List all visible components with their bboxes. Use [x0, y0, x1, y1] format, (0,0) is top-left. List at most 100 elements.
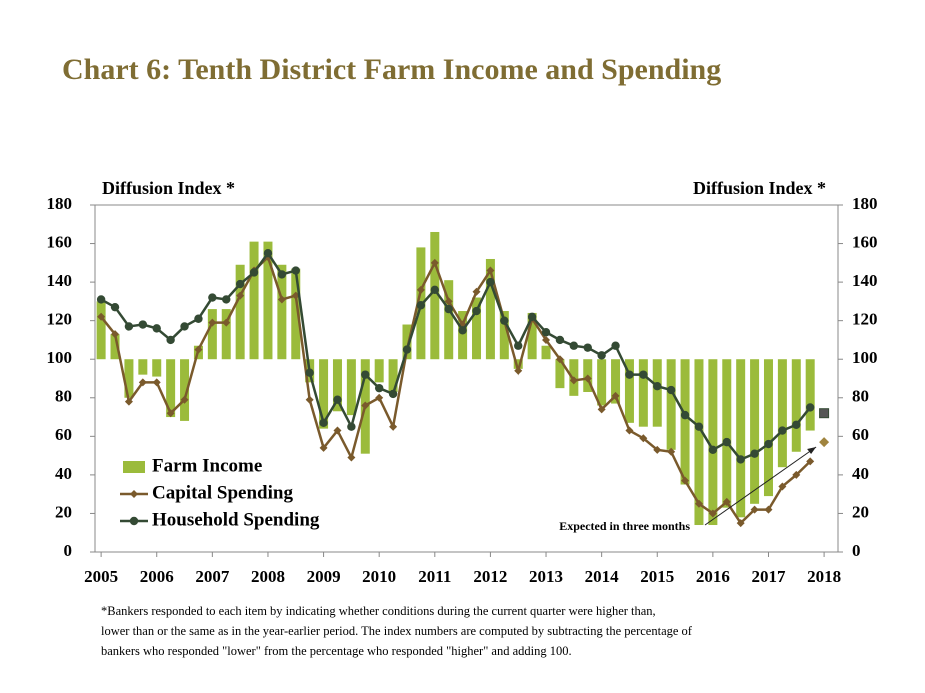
x-tick-label: 2015 [640, 567, 674, 586]
bar [138, 359, 148, 375]
bar [124, 359, 134, 398]
bar [791, 359, 801, 452]
bar [527, 312, 537, 360]
marker [597, 351, 606, 360]
marker [694, 422, 704, 431]
marker [124, 322, 134, 331]
marker [583, 374, 592, 383]
marker [444, 304, 453, 314]
marker [138, 378, 147, 387]
legend-marker [130, 490, 138, 498]
bar [277, 264, 287, 360]
y2-tick-label: 0 [852, 541, 861, 560]
marker [500, 316, 509, 325]
marker [249, 268, 259, 277]
legend-label: Farm Income [152, 455, 262, 476]
plot-frame [94, 204, 839, 553]
marker [305, 368, 314, 377]
x-tick-label: 2017 [751, 567, 786, 586]
annotation-arrow [704, 446, 817, 526]
marker [667, 447, 676, 456]
y-tick-label: 20 [55, 502, 72, 521]
marker [111, 330, 120, 339]
bar [708, 359, 718, 526]
marker [361, 401, 370, 410]
marker [514, 341, 523, 350]
marker [208, 318, 217, 327]
marker [444, 297, 453, 306]
bar [180, 359, 190, 421]
y-tick-label: 80 [55, 387, 72, 406]
marker [486, 277, 495, 287]
marker [222, 318, 231, 327]
marker [542, 335, 551, 344]
x-tick-label: 2018 [807, 567, 841, 586]
marker [625, 426, 634, 435]
bar [346, 359, 356, 416]
bar [597, 359, 607, 406]
marker [750, 505, 759, 514]
marker [97, 312, 106, 321]
marker [152, 378, 161, 387]
marker [388, 389, 398, 399]
marker [110, 302, 120, 312]
bar [166, 359, 176, 418]
bar [110, 334, 120, 360]
marker [805, 403, 815, 412]
marker [277, 270, 287, 279]
marker [764, 439, 773, 449]
marker [361, 370, 370, 379]
marker [138, 320, 148, 329]
marker [236, 291, 245, 300]
bar [694, 359, 704, 526]
marker [792, 470, 801, 479]
marker [375, 393, 384, 402]
marker [653, 445, 662, 454]
bar [638, 359, 648, 427]
marker [180, 395, 189, 404]
marker [653, 382, 662, 391]
marker [333, 395, 342, 404]
bar [611, 359, 621, 404]
bar [652, 359, 662, 427]
legend-marker [129, 516, 139, 526]
bar [736, 359, 746, 518]
bar [513, 359, 523, 369]
y2-tick-label: 80 [852, 387, 869, 406]
bar [96, 301, 106, 360]
footnote: *Bankers responded to each item by indic… [101, 604, 656, 618]
marker [680, 410, 690, 420]
bar [499, 311, 509, 360]
plot-area [96, 231, 830, 528]
bar [722, 359, 732, 508]
bar [444, 280, 454, 360]
x-tick-label: 2012 [473, 567, 507, 586]
marker [514, 366, 523, 375]
bar [249, 241, 259, 360]
marker [555, 335, 565, 345]
y-tick-label: 140 [47, 271, 73, 290]
marker [208, 293, 217, 302]
bar [263, 241, 273, 360]
y2-tick-label: 120 [852, 310, 878, 329]
marker [291, 266, 300, 275]
x-tick-label: 2011 [418, 567, 451, 586]
marker [333, 426, 342, 435]
marker [555, 355, 564, 364]
arrow-head [807, 447, 817, 454]
y2-tick-label: 40 [852, 464, 869, 483]
x-tick-label: 2014 [585, 567, 620, 586]
expected-marker [819, 408, 830, 419]
marker [611, 391, 620, 400]
y-tick-label: 180 [47, 194, 73, 213]
y2-tick-label: 140 [852, 271, 878, 290]
y2-tick-label: 160 [852, 232, 878, 251]
marker [541, 328, 551, 337]
marker [194, 345, 203, 354]
marker [416, 301, 426, 310]
bar [458, 311, 468, 360]
marker [305, 395, 314, 404]
x-tick-label: 2005 [84, 567, 118, 586]
marker [569, 341, 579, 350]
